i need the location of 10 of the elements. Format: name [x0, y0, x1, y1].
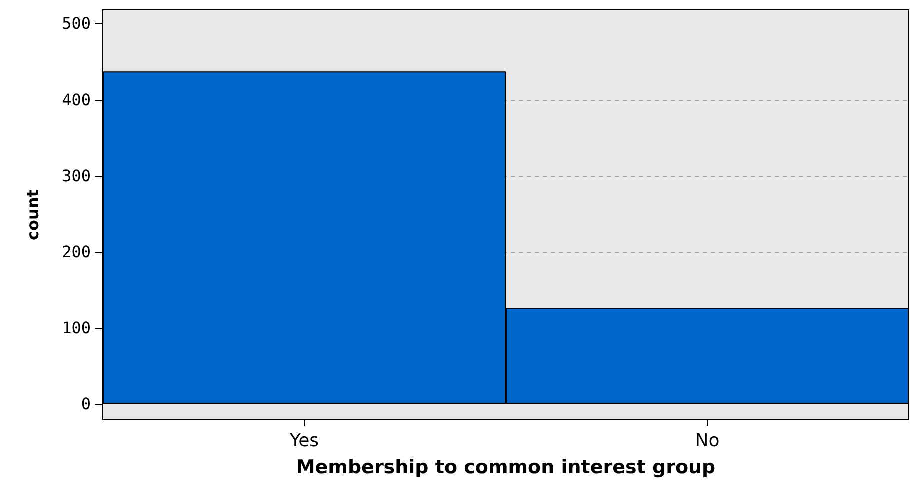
y-tick-label: 200 — [62, 242, 91, 262]
y-tick-label: 100 — [62, 318, 91, 338]
y-tick-label: 0 — [81, 394, 91, 414]
y-tick-label: 300 — [62, 166, 91, 186]
x-tick-label: Yes — [288, 430, 320, 452]
y-tick-label: 400 — [62, 90, 91, 110]
x-tick-label: No — [695, 430, 720, 452]
y-axis-title: count — [24, 189, 42, 240]
y-tick-label: 500 — [62, 14, 91, 34]
x-axis-title: Membership to common interest group — [296, 456, 716, 478]
